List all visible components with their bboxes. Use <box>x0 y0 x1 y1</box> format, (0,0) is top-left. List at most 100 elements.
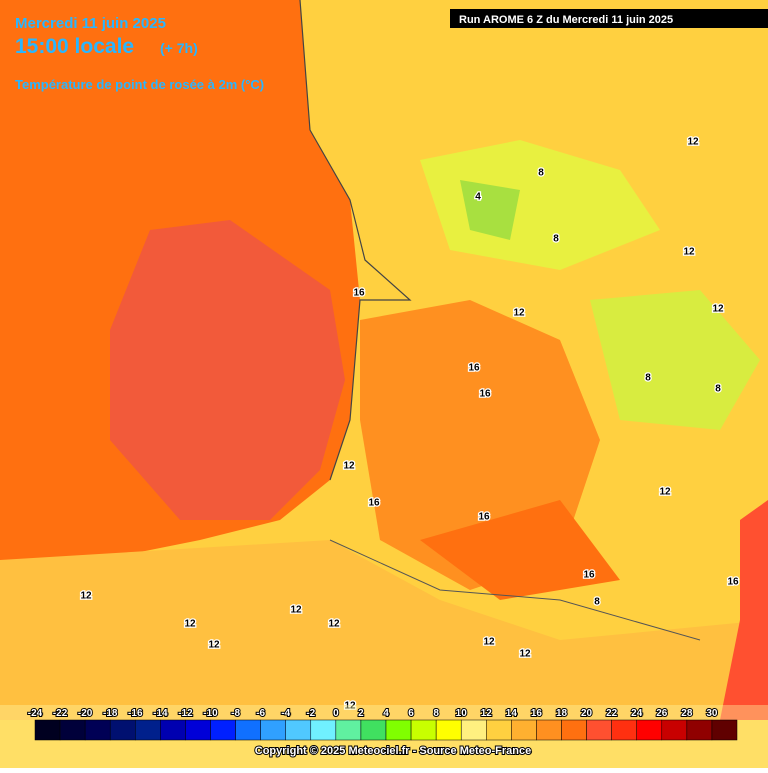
colorbar-label: 8 <box>433 708 439 719</box>
contour-label: 8 <box>715 384 721 395</box>
colorbar-label: 6 <box>408 708 414 719</box>
contour-label: 16 <box>727 577 739 588</box>
map-variable: Température de point de rosée à 2m (°C) <box>15 77 264 92</box>
colorbar-label: -16 <box>128 708 143 719</box>
colorbar-label: 22 <box>606 708 618 719</box>
contour-label: 12 <box>208 640 220 651</box>
colorbar-label: -18 <box>103 708 118 719</box>
map-time: 15:00 locale <box>15 35 134 58</box>
land-warm <box>420 500 620 600</box>
colorbar-label: 12 <box>481 708 493 719</box>
colorbar-label: 2 <box>358 708 364 719</box>
colorbar-swatch <box>235 719 261 741</box>
land-dry <box>590 290 760 430</box>
border <box>329 539 701 641</box>
colorbar-label: -10 <box>203 708 218 719</box>
contour-label: 12 <box>483 637 495 648</box>
contour-label: 8 <box>538 168 544 179</box>
contour-label: 12 <box>687 137 699 148</box>
colorbar-label: 24 <box>631 708 643 719</box>
colorbar-swatch <box>285 719 312 741</box>
colorbar-label: -20 <box>78 708 93 719</box>
contour-label: 12 <box>343 461 355 472</box>
colorbar-swatch <box>511 719 537 741</box>
land-dry <box>420 140 660 270</box>
colorbar-swatch <box>109 719 136 741</box>
colorbar-swatch <box>185 719 211 741</box>
colorbar-label: 28 <box>681 708 693 719</box>
contour-label: 12 <box>683 247 695 258</box>
colorbar-label: -4 <box>281 708 290 719</box>
contour-label: 16 <box>468 363 480 374</box>
contour-label: 8 <box>594 597 600 608</box>
map-offset: (+ 7h) <box>160 40 198 56</box>
colorbar-label: -2 <box>306 708 315 719</box>
colorbar-swatch <box>34 719 61 741</box>
colorbar-swatch <box>360 719 387 741</box>
colorbar-swatch <box>561 719 587 741</box>
colorbar-label: 18 <box>556 708 568 719</box>
colorbar-swatch <box>636 719 663 741</box>
colorbar-swatch <box>460 719 487 741</box>
colorbar-swatch <box>260 719 286 741</box>
colorbar-label: 30 <box>706 708 718 719</box>
colorbar-swatch <box>160 719 186 741</box>
colorbar-label: -24 <box>28 708 43 719</box>
sea-east <box>720 500 768 720</box>
contour-label: 12 <box>659 487 671 498</box>
contour-label: 12 <box>290 605 302 616</box>
colorbar-swatch <box>59 719 86 741</box>
colorbar-label: 26 <box>656 708 668 719</box>
colorbar-swatch <box>686 719 713 741</box>
colorbar-label: 20 <box>581 708 593 719</box>
colorbar-swatch <box>385 719 412 741</box>
colorbar-swatch <box>410 719 437 741</box>
contour-label: 8 <box>645 373 651 384</box>
contour-label: 12 <box>513 308 525 319</box>
colorbar-swatch <box>661 719 688 741</box>
colorbar-label: 14 <box>506 708 518 719</box>
copyright: Copyright © 2025 Meteociel.fr - Source M… <box>255 745 531 757</box>
contour-label: 16 <box>583 570 595 581</box>
colorbar-label: -8 <box>231 708 240 719</box>
colorbar-label: -6 <box>256 708 265 719</box>
contour-label: 12 <box>519 649 531 660</box>
run-info: Run AROME 6 Z du Mercredi 11 juin 2025 <box>459 14 673 26</box>
contour-label: 16 <box>479 389 491 400</box>
colorbar-label: 16 <box>531 708 543 719</box>
colorbar-label: -12 <box>178 708 193 719</box>
colorbar-swatch <box>310 719 337 741</box>
colorbar-swatch <box>335 719 362 741</box>
contour-label: 12 <box>328 619 340 630</box>
colorbar-label: 10 <box>456 708 468 719</box>
contour-label: 16 <box>353 288 365 299</box>
colorbar-swatch <box>84 719 111 741</box>
contour-label: 4 <box>475 192 481 203</box>
contour-label: 12 <box>344 701 356 712</box>
colorbar-label: 0 <box>333 708 339 719</box>
map-date: Mercredi 11 juin 2025 <box>15 15 166 32</box>
colorbar-swatch <box>711 719 738 741</box>
colorbar-label: -14 <box>153 708 168 719</box>
land-south <box>0 540 768 720</box>
contour-label: 12 <box>184 619 196 630</box>
colorbar-label: -22 <box>53 708 68 719</box>
run-box <box>450 9 768 28</box>
contour-label: 16 <box>478 512 490 523</box>
colorbar-swatch <box>435 719 462 741</box>
contour-label: 12 <box>712 304 724 315</box>
ocean-core <box>110 220 345 520</box>
contour-label: 8 <box>553 234 559 245</box>
colorbar-swatch <box>536 719 562 741</box>
colorbar-swatch <box>210 719 236 741</box>
colorbar-label: 4 <box>383 708 389 719</box>
coastline <box>299 0 412 481</box>
contour-label: 12 <box>80 591 92 602</box>
colorbar-swatch <box>586 719 612 741</box>
colorbar-swatch <box>611 719 637 741</box>
contour-label: 16 <box>368 498 380 509</box>
colorbar-swatch <box>135 719 161 741</box>
colorbar-swatch <box>486 719 512 741</box>
land-dry <box>460 180 520 240</box>
